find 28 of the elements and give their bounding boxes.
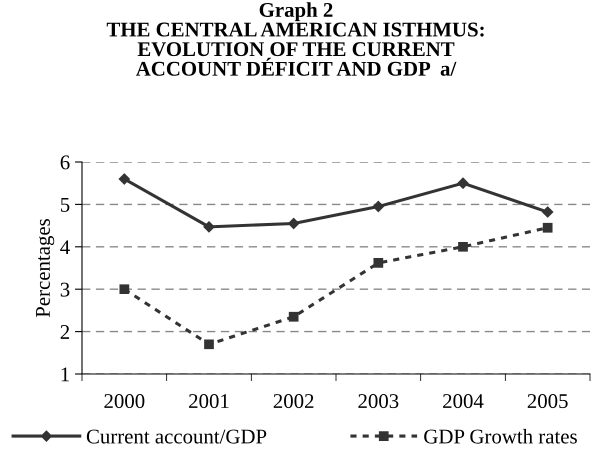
x-tick-label: 2005: [528, 394, 568, 408]
legend-label: Current account/GDP: [86, 430, 266, 444]
y-tick-label: 6: [60, 155, 70, 170]
x-tick-label: 2003: [358, 394, 398, 408]
y-tick-label: 3: [60, 282, 70, 297]
point: [119, 284, 130, 294]
point: [458, 242, 468, 252]
x-tick-label: 2001: [189, 394, 229, 408]
x-tick-label: 2000: [104, 394, 144, 408]
point: [372, 200, 384, 212]
y-tick-label: 1: [62, 367, 69, 382]
point: [288, 218, 300, 230]
chart-title: Graph 2 THE CENTRAL AMERICAN ISTHMUS: EVOLUTION OF THE CURRENT ACCOUNT DÉFICIT AND GDP a/: [106, 2, 484, 76]
point: [542, 206, 554, 218]
point: [288, 312, 299, 322]
point: [204, 339, 214, 350]
point: [457, 178, 469, 189]
point: [203, 221, 215, 232]
y-tick-label: 4: [60, 240, 70, 254]
x-tick-label: 2002: [274, 394, 314, 408]
point: [542, 222, 553, 233]
y-axis-title: Percentages: [36, 219, 54, 318]
legend-label: GDP Growth rates: [424, 428, 577, 444]
y-tick-label: 2: [60, 325, 70, 339]
y-tick-label: 5: [60, 198, 70, 212]
point: [118, 173, 130, 185]
point: [373, 258, 384, 268]
x-tick-label: 2004: [443, 394, 484, 408]
